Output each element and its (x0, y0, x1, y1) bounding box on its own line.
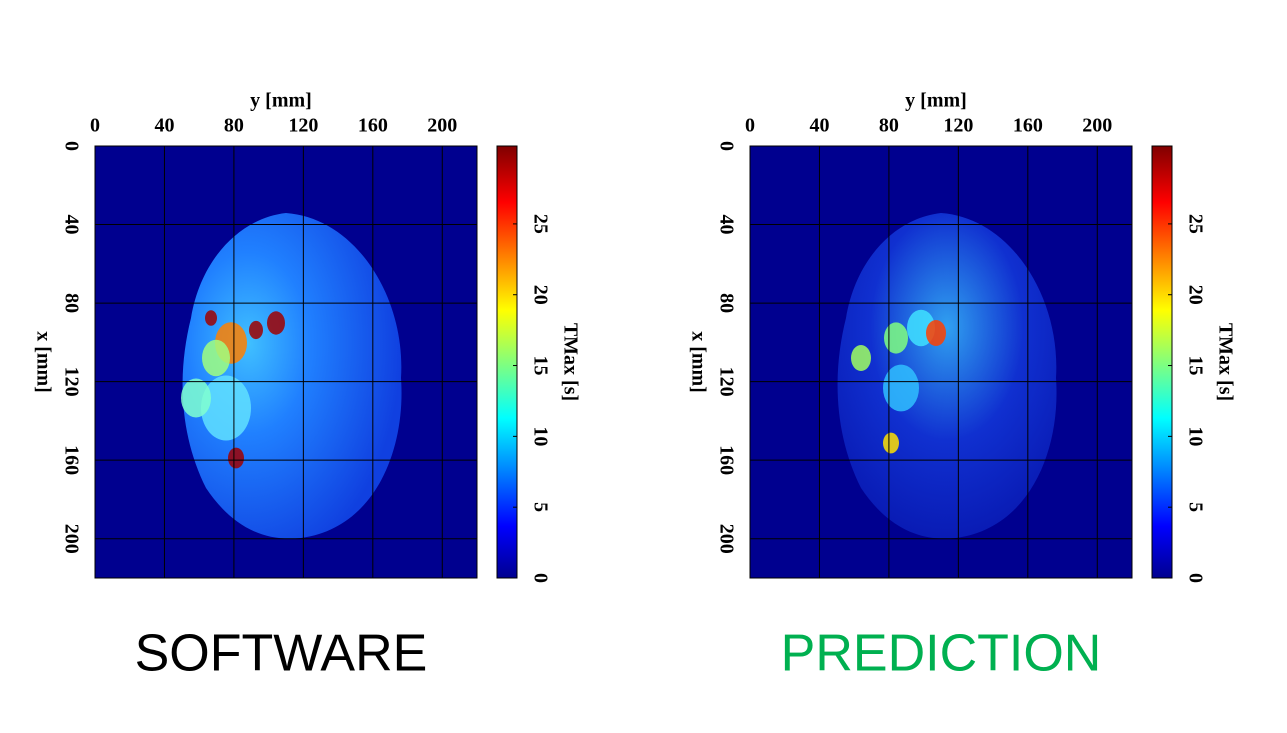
caption: SOFTWARE (135, 625, 428, 683)
brain-region (228, 447, 244, 469)
x-tick-label: 200 (427, 115, 457, 137)
x-tick-label: 0 (745, 115, 755, 137)
colorbar-tick-label: 25 (1184, 214, 1206, 234)
y-tick-label: 0 (715, 141, 737, 151)
colorbar-tick-label: 15 (529, 356, 551, 376)
y-axis-title: x [mm] (687, 331, 709, 393)
brain-region (883, 364, 919, 412)
colorbar-tick-label: 5 (1184, 502, 1206, 512)
brain-region (201, 375, 251, 441)
colorbar-title: TMax [s] (1214, 323, 1236, 401)
plot-frame (749, 145, 1133, 579)
colorbar (496, 145, 518, 579)
brain-region (883, 432, 899, 454)
caption: PREDICTION (781, 625, 1102, 683)
y-tick-label: 160 (715, 445, 737, 475)
brain-region (851, 345, 871, 371)
y-tick-label: 200 (715, 524, 737, 554)
y-tick-label: 120 (60, 367, 82, 397)
x-tick-label: 80 (879, 115, 899, 137)
brain-region (884, 322, 908, 354)
colorbar-tick-label: 10 (529, 426, 551, 446)
y-tick-label: 40 (715, 215, 737, 235)
plot-frame (94, 145, 478, 579)
brain-region (249, 320, 263, 340)
y-axis-title: x [mm] (32, 331, 54, 393)
x-tick-label: 160 (1013, 115, 1043, 137)
brain-region (205, 310, 217, 326)
x-tick-label: 200 (1082, 115, 1112, 137)
colorbar-title: TMax [s] (559, 323, 581, 401)
brain-image (837, 213, 1057, 539)
x-axis-title: y [mm] (905, 90, 967, 112)
brain-region (202, 339, 230, 377)
x-axis-title: y [mm] (250, 90, 312, 112)
colorbar-tick-label: 25 (529, 214, 551, 234)
colorbar-tick-label: 10 (1184, 426, 1206, 446)
colorbar-tick-label: 0 (529, 573, 551, 583)
x-tick-label: 40 (809, 115, 829, 137)
colorbar-tick-label: 20 (529, 285, 551, 305)
colorbar (1151, 145, 1173, 579)
y-tick-label: 40 (60, 215, 82, 235)
colorbar-tick-label: 0 (1184, 573, 1206, 583)
y-tick-label: 160 (60, 445, 82, 475)
brain-region (267, 311, 285, 335)
brain-region (181, 378, 211, 418)
brain-region (926, 320, 946, 346)
colorbar-tick-label: 5 (529, 502, 551, 512)
colorbar-tick-label: 15 (1184, 356, 1206, 376)
x-tick-label: 0 (90, 115, 100, 137)
x-tick-label: 120 (288, 115, 318, 137)
x-tick-label: 160 (358, 115, 388, 137)
y-tick-label: 0 (60, 141, 82, 151)
x-tick-label: 120 (943, 115, 973, 137)
y-tick-label: 200 (60, 524, 82, 554)
y-tick-label: 80 (715, 293, 737, 313)
x-tick-label: 80 (224, 115, 244, 137)
colorbar-tick-label: 20 (1184, 285, 1206, 305)
y-tick-label: 80 (60, 293, 82, 313)
y-tick-label: 120 (715, 367, 737, 397)
x-tick-label: 40 (154, 115, 174, 137)
